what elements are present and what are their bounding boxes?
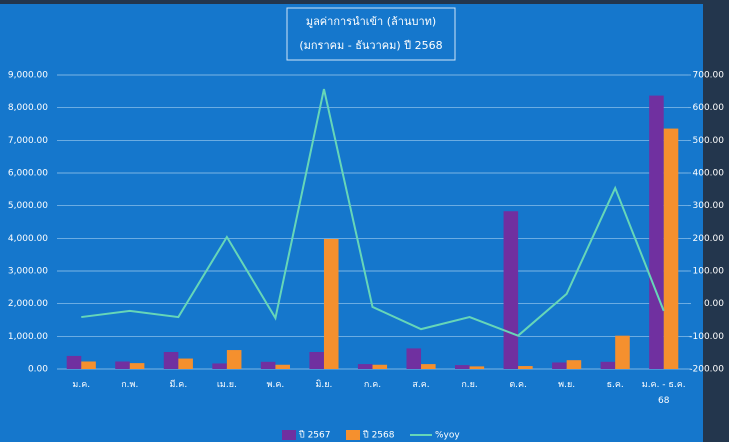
y2-tick-label: 600.00: [693, 103, 725, 113]
y2-tick-label: 700.00: [693, 71, 725, 81]
x-tick-label: ต.ค.: [509, 380, 527, 390]
bar: [600, 361, 616, 369]
bar: [469, 366, 485, 369]
y-tick-label: 3,000.00: [8, 267, 48, 277]
bar: [115, 361, 130, 369]
x-tick-label: พ.ย.: [558, 380, 576, 390]
bar: [615, 335, 630, 369]
bar: [129, 363, 145, 369]
x-tick-label: มี.ค.: [169, 380, 188, 390]
x-tick-label: มิ.ย.: [315, 380, 333, 390]
bar: [212, 363, 227, 369]
bar: [649, 95, 664, 369]
bar: [178, 358, 193, 369]
y2-tick-label: 400.00: [693, 169, 725, 179]
bar: [309, 352, 324, 369]
x-tick-label: เม.ย.: [216, 380, 237, 390]
y2-tick-label: 500.00: [693, 136, 725, 146]
x-tick-label: ก.ย.: [461, 380, 478, 390]
legend-swatch: [346, 430, 360, 440]
y-tick-label: 4,000.00: [8, 234, 48, 244]
bar: [260, 361, 276, 369]
chart-title: มูลค่าการนำเข้า (ล้านบาท): [306, 15, 436, 28]
y-tick-label: 1,000.00: [8, 332, 48, 342]
bar: [323, 238, 339, 369]
bar: [552, 362, 567, 369]
legend-label: %yoy: [435, 431, 460, 441]
bar: [226, 350, 242, 369]
bar: [163, 352, 179, 369]
bar: [372, 364, 388, 369]
bar: [81, 361, 96, 369]
line: [81, 88, 665, 337]
bar: [503, 211, 519, 369]
legend-label: ปี 2568: [363, 430, 395, 441]
bar: [275, 364, 290, 369]
y2-tick-label: 300.00: [693, 201, 725, 211]
bar: [663, 128, 679, 369]
x-tick-label: ก.พ.: [121, 380, 139, 390]
x-tick-label: ก.ค.: [363, 380, 382, 390]
bar: [566, 360, 582, 369]
y-tick-label: 2,000.00: [8, 299, 48, 309]
y2-tick-label: 0.00: [704, 299, 724, 309]
bar: [455, 365, 470, 369]
y-tick-label: 6,000.00: [8, 169, 48, 179]
x-tick-label: ม.ค. - ธ.ค. 68: [641, 380, 686, 406]
chart-subtitle: (มกราคม - ธันวาคม) ปี 2568: [299, 39, 442, 52]
y2-tick-label: -200.00: [689, 365, 724, 375]
title-box: [286, 7, 456, 61]
y-tick-label: 9,000.00: [8, 71, 48, 81]
y-tick-label: 0.00: [28, 365, 48, 375]
bar: [421, 364, 436, 369]
x-tick-label: ธ.ค.: [606, 380, 624, 390]
bar: [518, 366, 533, 369]
legend-label: ปี 2567: [299, 430, 331, 441]
y2-tick-label: 100.00: [693, 267, 725, 277]
bar: [357, 364, 373, 369]
y-tick-label: 7,000.00: [8, 136, 48, 146]
bar: [66, 355, 82, 369]
x-tick-label: พ.ค.: [266, 380, 285, 390]
y2-tick-label: -100.00: [689, 332, 724, 342]
y-tick-label: 5,000.00: [8, 201, 48, 211]
x-tick-label: ม.ค.: [72, 380, 91, 390]
x-tick-label: ส.ค.: [412, 380, 430, 390]
y2-tick-label: 200.00: [693, 234, 725, 244]
y-tick-label: 8,000.00: [8, 103, 48, 113]
legend-swatch: [282, 430, 296, 440]
bar: [406, 348, 422, 369]
